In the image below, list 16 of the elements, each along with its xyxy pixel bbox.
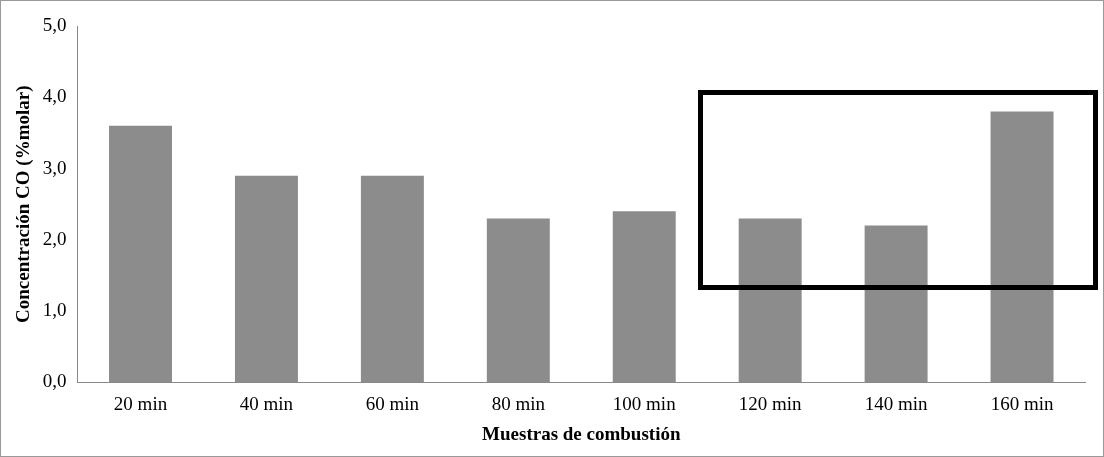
y-tick-label: 5,0 bbox=[42, 13, 67, 35]
y-tick-label: 3,0 bbox=[42, 156, 67, 178]
x-axis-title: Muestras de combustión bbox=[482, 422, 681, 444]
x-tick-label: 140 min bbox=[864, 392, 928, 414]
x-tick-label: 160 min bbox=[990, 392, 1054, 414]
y-tick-label: 4,0 bbox=[42, 85, 67, 107]
y-tick-label: 1,0 bbox=[42, 299, 67, 321]
x-tick-label: 100 min bbox=[612, 392, 677, 414]
x-tick-label: 120 min bbox=[738, 392, 803, 414]
x-tick-label: 20 min bbox=[113, 392, 168, 414]
y-tick-label: 0,0 bbox=[42, 370, 67, 392]
x-tick-label: 40 min bbox=[239, 392, 294, 414]
y-tick-label: 2,0 bbox=[42, 227, 67, 249]
x-tick-label: 60 min bbox=[365, 392, 420, 414]
x-tick-label: 80 min bbox=[491, 392, 546, 414]
y-axis-title: Concentración CO (%molar) bbox=[12, 85, 35, 323]
